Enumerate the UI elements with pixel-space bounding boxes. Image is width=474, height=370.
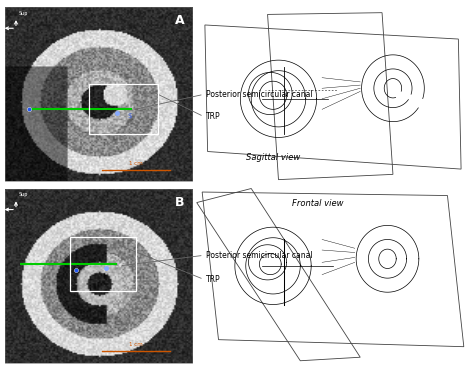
Bar <box>5 189 192 363</box>
Text: $: $ <box>128 113 132 119</box>
Text: B: B <box>175 196 184 209</box>
Text: Frontal view: Frontal view <box>292 199 344 208</box>
Text: Posterior semicircular canal: Posterior semicircular canal <box>206 251 313 260</box>
Text: Lat: Lat <box>0 207 1 212</box>
Text: TRP: TRP <box>206 112 221 121</box>
Bar <box>5 7 192 181</box>
Text: Ant: Ant <box>0 26 1 31</box>
Text: A: A <box>175 14 184 27</box>
Bar <box>197 185 469 361</box>
Text: *: * <box>118 263 122 272</box>
Text: 1 cm: 1 cm <box>129 161 143 166</box>
Text: 1 cm: 1 cm <box>129 343 143 347</box>
Text: Sup: Sup <box>18 11 27 16</box>
Bar <box>197 7 469 183</box>
Bar <box>89 84 158 134</box>
Text: Sup: Sup <box>18 192 27 197</box>
Text: Sagittal view: Sagittal view <box>246 153 300 162</box>
Bar <box>70 238 136 291</box>
Text: Posterior semicircular canal: Posterior semicircular canal <box>206 90 313 99</box>
Text: TRP: TRP <box>206 275 221 284</box>
